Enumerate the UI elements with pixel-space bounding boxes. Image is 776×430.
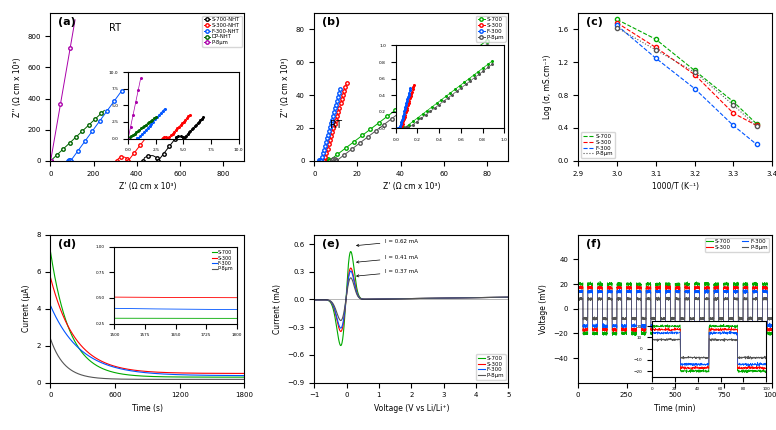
F-300 — [612, 23, 622, 28]
F-300 — [752, 142, 761, 147]
S-700 — [752, 121, 761, 126]
Y-axis label: Z'' (Ω cm x 10³): Z'' (Ω cm x 10³) — [281, 57, 290, 117]
Y-axis label: Current (mA): Current (mA) — [273, 284, 282, 334]
F-300 — [690, 86, 699, 91]
S-300 — [612, 20, 622, 25]
S-300 — [690, 72, 699, 77]
S-300 — [651, 45, 660, 50]
X-axis label: Voltage (V vs Li/Li⁺): Voltage (V vs Li/Li⁺) — [373, 404, 449, 413]
P-8μm — [690, 70, 699, 75]
Line: S-300: S-300 — [617, 23, 757, 126]
Text: RT: RT — [330, 120, 341, 130]
Text: (b): (b) — [322, 17, 340, 28]
Text: (d): (d) — [58, 239, 76, 249]
Text: I = 0.37 mA: I = 0.37 mA — [357, 269, 418, 277]
Legend: S-700, S-300, F-300, P-8μm: S-700, S-300, F-300, P-8μm — [476, 354, 505, 380]
F-300 — [651, 55, 660, 61]
P-8μm — [752, 124, 761, 129]
Y-axis label: Current (μA): Current (μA) — [22, 285, 31, 332]
X-axis label: 1000/T (K⁻¹): 1000/T (K⁻¹) — [652, 182, 698, 191]
F-300 — [729, 123, 738, 128]
Line: P-8μm: P-8μm — [617, 28, 757, 126]
Legend: S-700, S-300, F-300, P-8μm: S-700, S-300, F-300, P-8μm — [581, 132, 615, 158]
Y-axis label: Log (σ, mS.cm⁻¹): Log (σ, mS.cm⁻¹) — [542, 55, 552, 119]
Legend: S-700-NHT, S-300-NHT, F-300-NHT, DP-NHT, P-8μm: S-700-NHT, S-300-NHT, F-300-NHT, DP-NHT,… — [203, 15, 242, 47]
X-axis label: Z' (Ω cm x 10³): Z' (Ω cm x 10³) — [119, 182, 176, 191]
P-8μm — [729, 102, 738, 108]
Text: I = 0.41 mA: I = 0.41 mA — [357, 255, 418, 263]
Text: RT: RT — [109, 23, 120, 33]
Text: (f): (f) — [586, 239, 601, 249]
S-300 — [729, 111, 738, 116]
Text: (a): (a) — [58, 17, 76, 28]
Line: F-300: F-300 — [617, 25, 757, 144]
S-700 — [651, 37, 660, 42]
X-axis label: Time (min): Time (min) — [654, 404, 696, 413]
P-8μm — [651, 47, 660, 52]
X-axis label: Time (s): Time (s) — [132, 404, 163, 413]
P-8μm — [612, 25, 622, 30]
S-700 — [729, 99, 738, 104]
Line: S-700: S-700 — [617, 19, 757, 124]
Text: (c): (c) — [586, 17, 603, 28]
X-axis label: Z' (Ω cm x 10³): Z' (Ω cm x 10³) — [383, 182, 440, 191]
S-700 — [690, 68, 699, 73]
S-700 — [612, 17, 622, 22]
Legend: S-700, S-300, F-300, P-8μm: S-700, S-300, F-300, P-8μm — [476, 15, 505, 42]
Text: I = 0.62 mA: I = 0.62 mA — [357, 239, 418, 246]
Text: (e): (e) — [322, 239, 340, 249]
Legend: S-700, S-300, F-300, P-8μm: S-700, S-300, F-300, P-8μm — [705, 237, 769, 252]
Y-axis label: Voltage (mV): Voltage (mV) — [539, 284, 548, 334]
Y-axis label: Z'' (Ω cm x 10³): Z'' (Ω cm x 10³) — [12, 57, 22, 117]
S-300 — [752, 123, 761, 128]
